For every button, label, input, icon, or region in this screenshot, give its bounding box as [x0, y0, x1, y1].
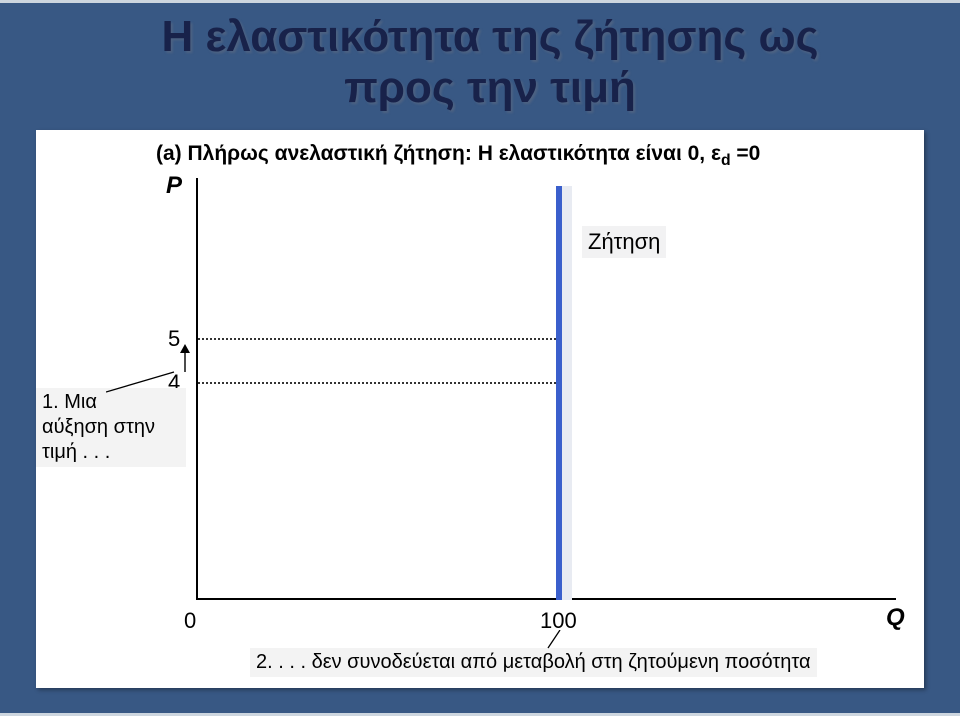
- annotation-2: 2. . . . δεν συνοδεύεται από μεταβολή στ…: [250, 648, 817, 677]
- title-line-2: προς την τιμή: [100, 63, 880, 114]
- y-axis-label: P: [166, 172, 182, 200]
- dashed-y4: [198, 382, 556, 384]
- annotation-1-leader: [106, 370, 176, 394]
- demand-label: Ζήτηση: [582, 226, 666, 258]
- price-arrow: [179, 344, 191, 374]
- annotation-2-leader: [546, 630, 568, 650]
- chart-stage: (a) Πλήρως ανελαστική ζήτηση: Η ελαστικό…: [36, 130, 924, 688]
- chart-header-prefix: (a) Πλήρως ανελαστική ζήτηση: Η ελαστικό…: [156, 142, 721, 165]
- x-axis-line: [196, 598, 896, 600]
- annotation-1-line3: τιμή . . .: [42, 440, 180, 465]
- slide-title: Η ελαστικότητα της ζήτησης ως προς την τ…: [100, 12, 880, 113]
- annotation-1: 1. Μια αύξηση στην τιμή . . .: [36, 388, 186, 467]
- chart-header-suffix: =0: [731, 142, 761, 165]
- x-axis-label: Q: [886, 604, 905, 632]
- slide: Η ελαστικότητα της ζήτησης ως προς την τ…: [0, 0, 960, 716]
- x-origin: 0: [184, 608, 196, 634]
- top-edge: [0, 0, 960, 3]
- chart-header: (a) Πλήρως ανελαστική ζήτηση: Η ελαστικό…: [156, 142, 896, 170]
- chart-header-sub: d: [721, 152, 731, 169]
- annotation-1-line2: αύξηση στην: [42, 415, 180, 440]
- demand-line-shadow: [562, 186, 572, 600]
- title-line-1: Η ελαστικότητα της ζήτησης ως: [100, 12, 880, 63]
- y-axis-line: [196, 178, 198, 600]
- dashed-y5: [198, 338, 556, 340]
